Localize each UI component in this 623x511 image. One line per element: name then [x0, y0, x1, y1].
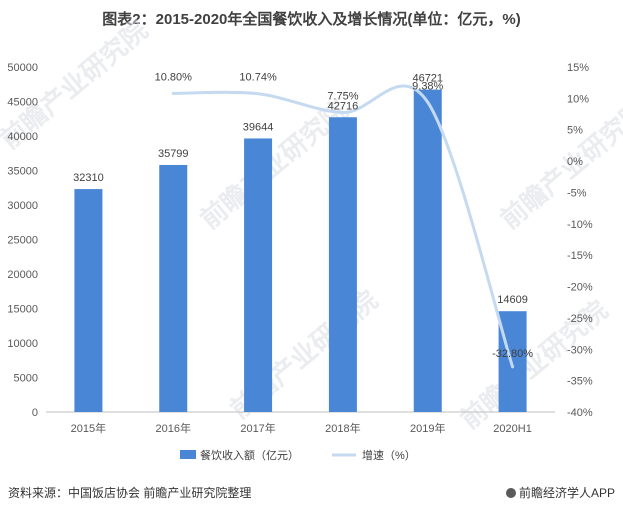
- x-tick-label: 2017年: [240, 421, 275, 435]
- axes-layer: 0 5000 10000 15000 20000 25000 30000 35000 40000…: [7, 62, 592, 435]
- watermark-text: 前瞻产业研究院: [495, 95, 623, 235]
- bar: [74, 189, 103, 412]
- x-tick-label: 2019年: [410, 421, 445, 435]
- y-left-tick-label: 30000: [7, 200, 38, 212]
- bar: [159, 164, 188, 412]
- y-left-tick-label: 35000: [7, 166, 38, 178]
- growth-data-label: 7.75%: [327, 90, 358, 102]
- bars-layer: [74, 89, 527, 413]
- chart-title: 图表2：2015-2020年全国餐饮收入及增长情况(单位：亿元，%): [102, 11, 521, 28]
- y-left-tick-label: 15000: [7, 304, 38, 316]
- x-tick-label: 2016年: [156, 421, 191, 435]
- y-right-tick-label: -10%: [567, 219, 593, 231]
- y-right-tick-label: -30%: [567, 344, 593, 356]
- legend: 餐饮收入额（亿元） 增速（%）: [180, 448, 416, 462]
- x-tick-label: 2018年: [325, 421, 360, 435]
- bar-data-label: 32310: [73, 172, 104, 184]
- y-right-tick-label: 0%: [567, 156, 583, 168]
- y-right-tick-label: 5%: [567, 125, 583, 137]
- brand-logo-icon: [505, 488, 516, 498]
- y-left-tick-label: 10000: [7, 338, 38, 350]
- bar: [328, 117, 357, 413]
- legend-label-line: 增速（%）: [362, 448, 416, 462]
- y-right-tick-label: -35%: [567, 376, 593, 388]
- growth-data-label: 9.38%: [412, 80, 443, 92]
- y-right-tick-label: -40%: [567, 407, 593, 419]
- y-left-tick-label: 40000: [7, 131, 38, 143]
- bar-data-label: 42716: [328, 100, 359, 112]
- y-right-tick-label: -20%: [567, 282, 593, 294]
- bar: [244, 138, 273, 412]
- y-right-tick-label: -5%: [567, 187, 587, 199]
- y-right-tick-label: -15%: [567, 250, 593, 262]
- y-right-tick-label: -25%: [567, 313, 593, 325]
- legend-swatch-bar: [180, 450, 196, 459]
- growth-data-label: 10.80%: [155, 71, 193, 83]
- growth-data-label: -32.80%: [492, 348, 533, 360]
- x-tick-label: 2015年: [71, 421, 106, 435]
- source-note: 资料来源：中国饭店协会 前瞻产业研究院整理: [8, 486, 252, 500]
- bar: [413, 89, 442, 413]
- legend-label-bar: 餐饮收入额（亿元）: [200, 448, 299, 462]
- brand-name: 前瞻经济学人APP: [518, 486, 615, 500]
- growth-data-label: 10.74%: [239, 72, 277, 84]
- labels-layer: 32310 35799 39644 42716 46721 14609 10.80% 10.7…: [73, 71, 533, 359]
- y-left-tick-label: 20000: [7, 269, 38, 281]
- bar: [498, 311, 527, 412]
- y-left-tick-label: 0: [32, 407, 38, 419]
- x-tick-label: 2020H1: [493, 423, 532, 435]
- brand-credit: 前瞻经济学人APP: [505, 484, 615, 501]
- line-layer: [171, 84, 515, 369]
- bar-data-label: 14609: [497, 294, 528, 306]
- y-left-tick-label: 45000: [7, 97, 38, 109]
- y-right-tick-label: 15%: [567, 62, 589, 74]
- y-left-tick-label: 25000: [7, 235, 38, 247]
- bar-data-label: 35799: [158, 148, 189, 160]
- bar-data-label: 46721: [412, 73, 443, 85]
- growth-line: [171, 84, 515, 369]
- y-left-tick-label: 5000: [14, 373, 38, 385]
- bar-data-label: 39644: [243, 121, 274, 133]
- y-left-tick-label: 50000: [7, 62, 38, 74]
- y-right-tick-label: 10%: [567, 93, 589, 105]
